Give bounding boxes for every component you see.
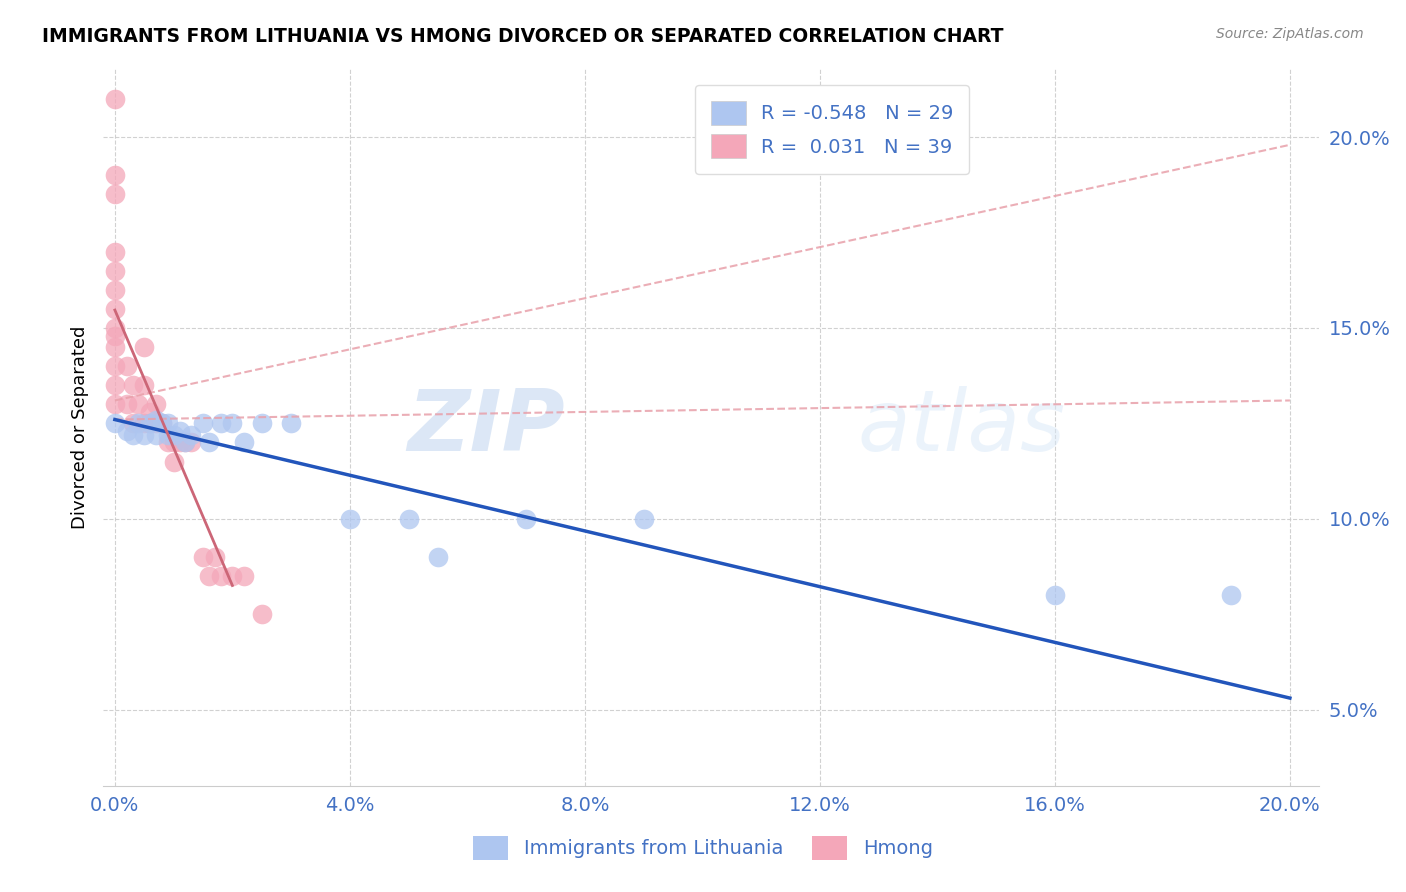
Point bbox=[209, 569, 232, 583]
Point bbox=[180, 435, 202, 450]
Y-axis label: Divorced or Separated: Divorced or Separated bbox=[72, 326, 89, 529]
Point bbox=[145, 427, 167, 442]
Point bbox=[145, 417, 167, 431]
Point bbox=[104, 378, 127, 392]
Point bbox=[427, 549, 450, 564]
Point bbox=[162, 427, 184, 442]
Point bbox=[139, 417, 162, 431]
Point bbox=[198, 435, 221, 450]
Text: ZIP: ZIP bbox=[408, 385, 565, 468]
Point bbox=[209, 417, 232, 431]
Point bbox=[156, 417, 179, 431]
Point bbox=[169, 435, 191, 450]
Point bbox=[162, 454, 184, 468]
Point bbox=[104, 92, 127, 106]
Point bbox=[127, 417, 149, 431]
Point bbox=[104, 340, 127, 354]
Point bbox=[1043, 588, 1066, 602]
Point bbox=[633, 512, 655, 526]
Point bbox=[121, 378, 143, 392]
Point bbox=[139, 405, 162, 419]
Legend: Immigrants from Lithuania, Hmong: Immigrants from Lithuania, Hmong bbox=[460, 822, 946, 873]
Point bbox=[150, 417, 173, 431]
Point bbox=[180, 427, 202, 442]
Point bbox=[104, 359, 127, 373]
Point bbox=[156, 435, 179, 450]
Point bbox=[104, 301, 127, 316]
Point bbox=[104, 264, 127, 278]
Point bbox=[145, 397, 167, 411]
Point bbox=[121, 427, 143, 442]
Point bbox=[115, 359, 138, 373]
Point bbox=[115, 397, 138, 411]
Point bbox=[104, 283, 127, 297]
Text: IMMIGRANTS FROM LITHUANIA VS HMONG DIVORCED OR SEPARATED CORRELATION CHART: IMMIGRANTS FROM LITHUANIA VS HMONG DIVOR… bbox=[42, 27, 1004, 45]
Point bbox=[104, 244, 127, 259]
Point bbox=[191, 549, 214, 564]
Point bbox=[121, 417, 143, 431]
Point bbox=[233, 435, 256, 450]
Point bbox=[134, 378, 156, 392]
Point bbox=[134, 340, 156, 354]
Text: Source: ZipAtlas.com: Source: ZipAtlas.com bbox=[1216, 27, 1364, 41]
Point bbox=[233, 569, 256, 583]
Point bbox=[127, 397, 149, 411]
Point bbox=[250, 417, 273, 431]
Point bbox=[134, 427, 156, 442]
Point bbox=[221, 569, 243, 583]
Point bbox=[104, 397, 127, 411]
Point bbox=[174, 435, 197, 450]
Point bbox=[145, 412, 167, 426]
Point bbox=[515, 512, 537, 526]
Point bbox=[104, 328, 127, 343]
Point bbox=[250, 607, 273, 621]
Point bbox=[1220, 588, 1243, 602]
Point bbox=[204, 549, 226, 564]
Point bbox=[115, 424, 138, 438]
Point bbox=[221, 417, 243, 431]
Point bbox=[339, 512, 361, 526]
Point bbox=[191, 417, 214, 431]
Point bbox=[398, 512, 420, 526]
Point bbox=[104, 187, 127, 202]
Text: atlas: atlas bbox=[858, 385, 1066, 468]
Point bbox=[156, 427, 179, 442]
Point bbox=[162, 435, 184, 450]
Point bbox=[104, 417, 127, 431]
Point bbox=[139, 417, 162, 431]
Point bbox=[280, 417, 302, 431]
Point bbox=[134, 417, 156, 431]
Point bbox=[104, 321, 127, 335]
Point bbox=[198, 569, 221, 583]
Point bbox=[169, 424, 191, 438]
Point bbox=[104, 169, 127, 183]
Legend: R = -0.548   N = 29, R =  0.031   N = 39: R = -0.548 N = 29, R = 0.031 N = 39 bbox=[695, 86, 969, 174]
Point bbox=[174, 435, 197, 450]
Point bbox=[150, 417, 173, 431]
